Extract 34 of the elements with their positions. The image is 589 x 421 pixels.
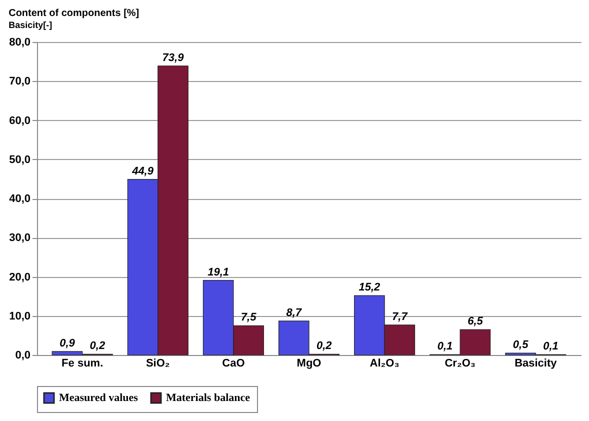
data-label: 8,7 xyxy=(286,306,302,319)
data-label: 19,1 xyxy=(208,266,230,278)
y-tick-label: 60,0 xyxy=(9,114,30,127)
chart-title: Content of components [%] xyxy=(8,8,140,19)
y-tick-label: 40,0 xyxy=(9,193,30,205)
x-tick-label: MgO xyxy=(296,358,322,370)
data-label: 73,9 xyxy=(162,52,185,64)
x-tick-label: Al₂O₃ xyxy=(370,358,400,370)
data-label: 0,2 xyxy=(316,340,332,352)
x-tick-label: Cr₂O₃ xyxy=(444,358,476,370)
y-tick-label: 10,0 xyxy=(9,310,30,322)
y-tick-label: 20,0 xyxy=(9,271,30,284)
y-tick-label: 30,0 xyxy=(9,232,30,244)
y-tick-label: 70,0 xyxy=(9,76,30,88)
y-tick-label: 80,0 xyxy=(9,36,30,48)
chart-subtitle: Basicity[-] xyxy=(8,20,52,30)
data-label: 0,5 xyxy=(512,339,530,352)
x-tick-label: Basicity xyxy=(514,358,558,370)
x-tick-label: Fe sum. xyxy=(62,358,104,370)
data-label: 0,9 xyxy=(60,337,76,350)
x-tick-label: CaO xyxy=(222,358,246,370)
data-label: 0,2 xyxy=(90,340,106,352)
x-tick-label: SiO₂ xyxy=(146,358,170,370)
y-tick-label: 0,0 xyxy=(15,350,30,362)
legend-label: Measured values xyxy=(59,392,139,404)
data-label: 0,1 xyxy=(437,340,453,353)
data-label: 44,9 xyxy=(131,165,154,178)
data-label: 7,7 xyxy=(392,310,408,323)
data-label: 7,5 xyxy=(240,312,258,324)
data-label: 6,5 xyxy=(468,316,484,328)
data-label: 0,1 xyxy=(543,340,558,353)
data-label: 15,2 xyxy=(358,282,380,294)
legend-label: Materials balance xyxy=(166,392,250,404)
y-tick-label: 50,0 xyxy=(9,154,30,166)
